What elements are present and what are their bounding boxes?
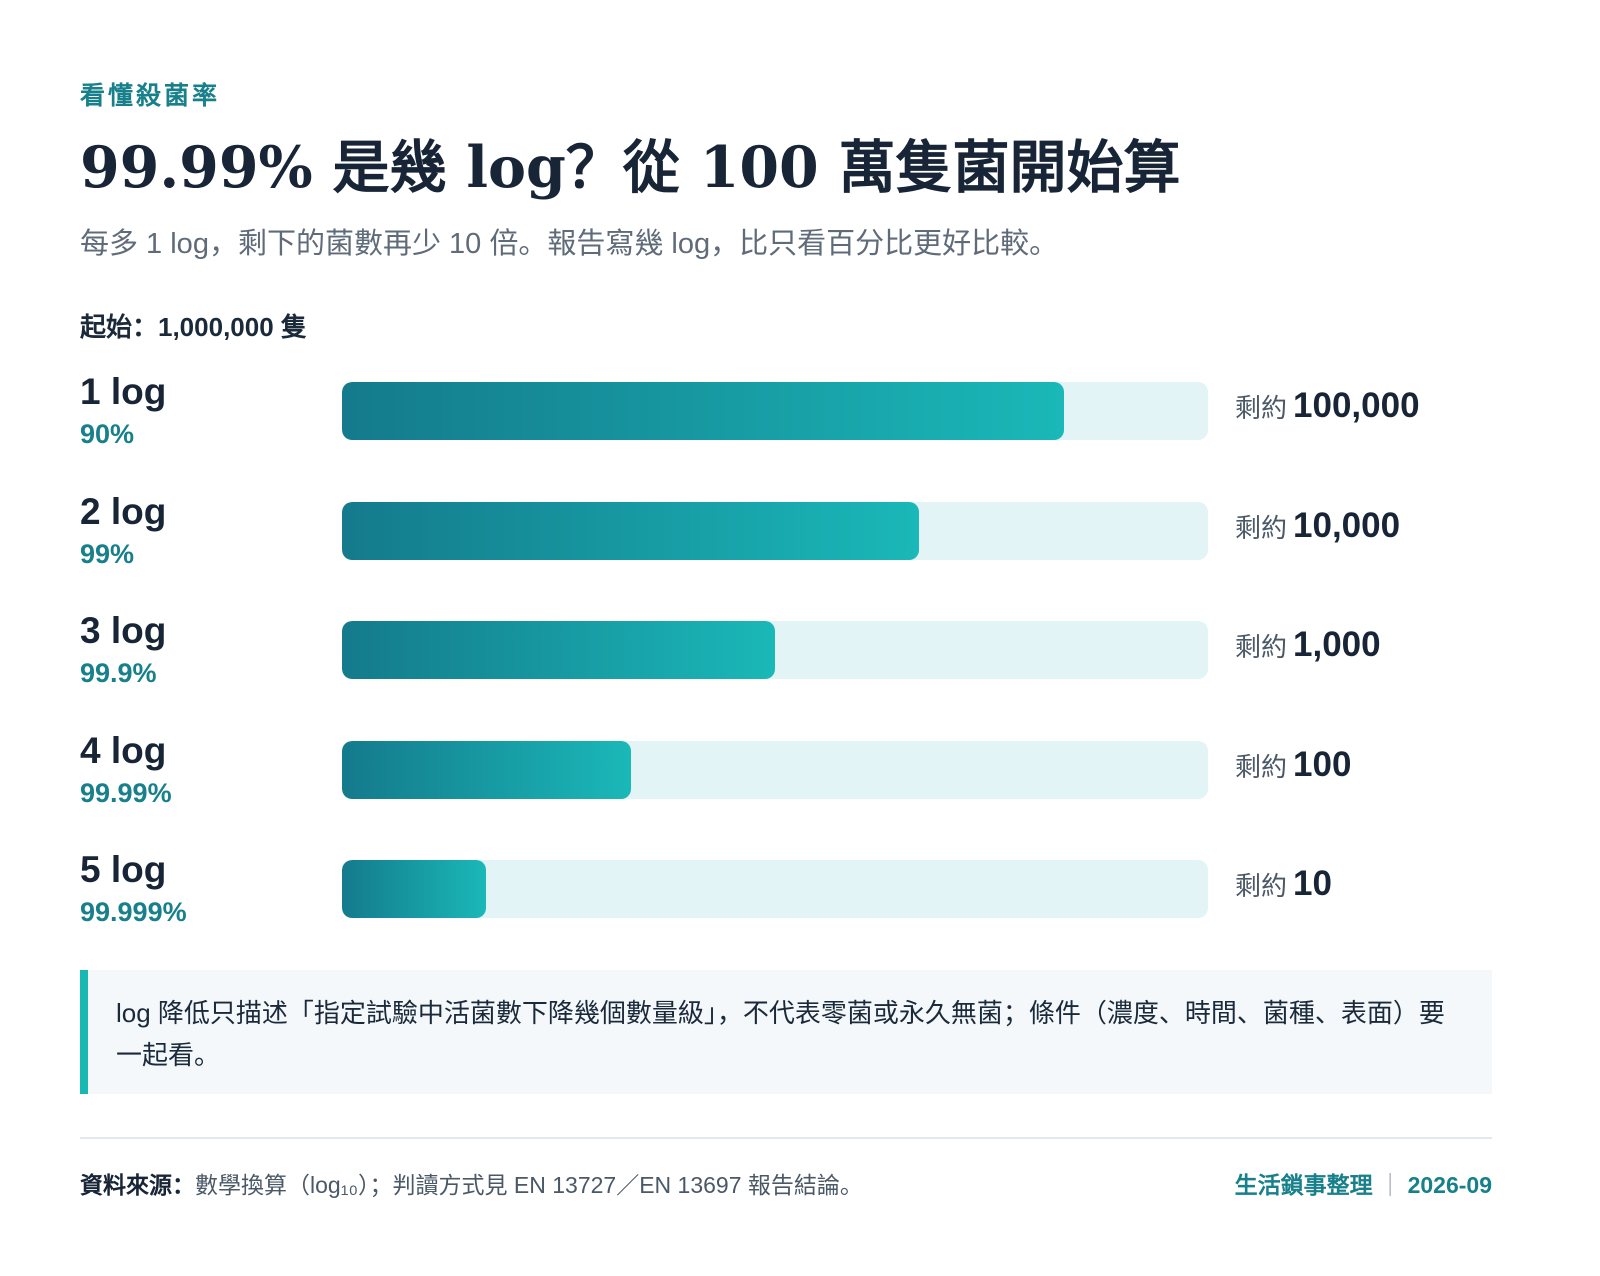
remaining-prefix: 剩約: [1235, 393, 1288, 423]
remaining-prefix: 剩約: [1235, 871, 1288, 901]
eyebrow-label: 看懂殺菌率: [80, 82, 221, 110]
remaining-value: 10,000: [1293, 505, 1401, 545]
bar-track: [342, 860, 1208, 918]
remaining-count: 剩約 10: [1235, 864, 1332, 904]
publish-date: 2026-09: [1407, 1172, 1492, 1198]
bar-track: [342, 382, 1208, 440]
log-reduction-label: 2 log: [80, 490, 167, 532]
source-text: 數學換算（log₁₀）；判讀方式見 EN 13727／EN 13697 報告結論…: [195, 1172, 863, 1198]
row-label: 1 log 90%: [80, 368, 166, 452]
remaining-count: 剩約 100: [1235, 745, 1351, 785]
bar-fill: [342, 621, 775, 679]
note-text: log 降低只描述「指定試驗中活菌數下降幾個數量級」，不代表零菌或永久無菌；條件…: [116, 998, 1445, 1070]
bar-row: 1 log 90% 剩約 100,000: [80, 368, 1528, 488]
log-reduction-label: 3 log: [80, 610, 167, 651]
credit-line: 生活鎖事整理｜ 2026-09: [1235, 1166, 1492, 1200]
bar-track: [342, 621, 1208, 679]
remaining-prefix: 剩約: [1235, 512, 1288, 543]
remaining-value: 100: [1293, 744, 1352, 784]
bar-fill: [342, 501, 920, 560]
kill-rate-label: 99.999%: [80, 897, 187, 927]
remaining-value: 10: [1293, 864, 1332, 903]
bar-row: 3 log 99.9% 剩約 1,000: [80, 607, 1528, 727]
bar-fill: [342, 740, 631, 799]
kill-rate-label: 99.9%: [80, 658, 157, 688]
kill-rate-label: 99.99%: [80, 777, 172, 808]
remaining-value: 100,000: [1293, 386, 1420, 425]
bar-row: 5 log 99.999% 剩約 10: [80, 846, 1528, 966]
page-title: 99.99% 是幾 log？從 100 萬隻菌開始算: [80, 134, 1181, 201]
source-line: 資料來源：數學換算（log₁₀）；判讀方式見 EN 13727／EN 13697…: [80, 1166, 863, 1200]
row-label: 3 log 99.9%: [80, 607, 166, 691]
remaining-count: 剩約 1,000: [1235, 625, 1381, 665]
page-subtitle: 每多 1 log，剩下的菌數再少 10 倍。報告寫幾 log，比只看百分比更好比…: [80, 228, 1059, 260]
note-box: log 降低只描述「指定試驗中活菌數下降幾個數量級」，不代表零菌或永久無菌；條件…: [80, 970, 1492, 1094]
remaining-count: 剩約 10,000: [1235, 506, 1400, 546]
log-reduction-label: 1 log: [80, 371, 167, 412]
row-label: 4 log 99.99%: [80, 727, 172, 811]
remaining-prefix: 剩約: [1235, 632, 1288, 662]
footer-divider: [80, 1137, 1492, 1139]
row-label: 5 log 99.999%: [80, 846, 187, 930]
org-name: 生活鎖事整理: [1234, 1172, 1373, 1198]
log-reduction-label: 5 log: [80, 849, 167, 890]
log-reduction-label: 4 log: [80, 729, 167, 771]
remaining-count: 剩約 100,000: [1235, 386, 1420, 426]
source-label: 資料來源：: [80, 1172, 195, 1198]
credit-separator: ｜: [1378, 1172, 1402, 1198]
remaining-prefix: 剩約: [1235, 751, 1288, 782]
bar-fill: [342, 860, 487, 918]
start-count-label: 起始：1,000,000 隻: [80, 312, 307, 342]
bar-track: [342, 501, 1208, 560]
kill-rate-label: 90%: [80, 419, 135, 449]
remaining-value: 1,000: [1293, 625, 1381, 664]
row-label: 2 log 99%: [80, 488, 166, 572]
kill-rate-label: 99%: [80, 538, 135, 569]
infographic: 看懂殺菌率 99.99% 是幾 log？從 100 萬隻菌開始算 每多 1 lo…: [80, 0, 1528, 1276]
bar-track: [342, 740, 1208, 799]
bar-row: 2 log 99% 剩約 10,000: [80, 488, 1528, 608]
bar-row: 4 log 99.99% 剩約 100: [80, 727, 1528, 847]
bar-fill: [342, 382, 1064, 440]
